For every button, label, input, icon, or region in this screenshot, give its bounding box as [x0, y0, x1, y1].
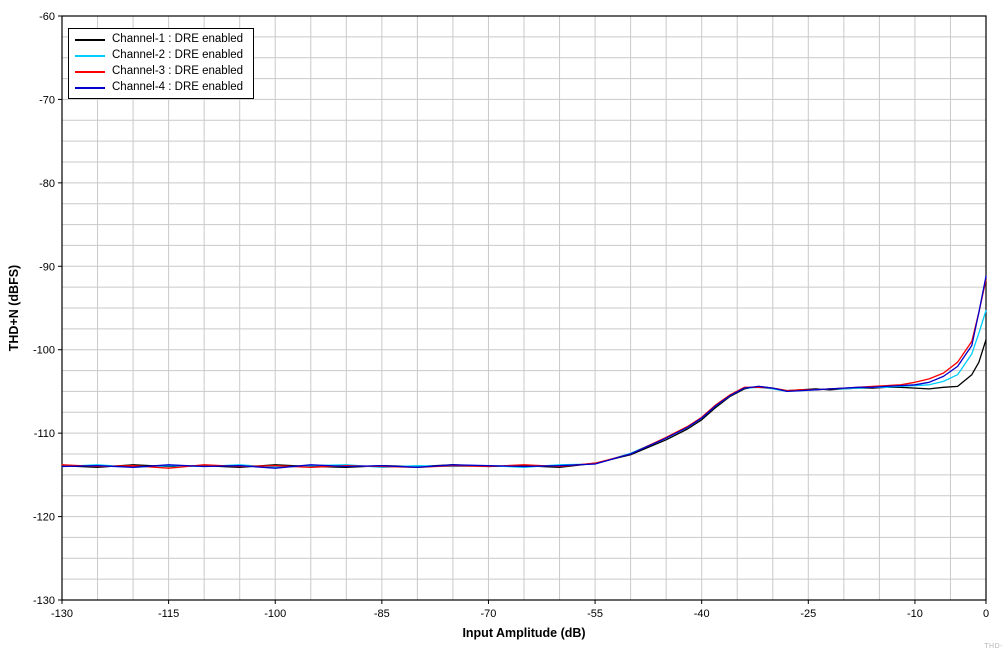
legend: Channel-1 : DRE enabled Channel-2 : DRE …: [68, 28, 255, 99]
legend-item: Channel-1 : DRE enabled: [75, 33, 243, 46]
y-tick-label: -90: [39, 261, 55, 273]
legend-label: Channel-3 : DRE enabled: [112, 65, 244, 77]
x-tick-label: -25: [800, 608, 816, 620]
y-tick-label: -100: [33, 345, 55, 357]
plot-border: [61, 15, 987, 601]
legend-line-swatch: [75, 86, 105, 89]
x-tick-label: -100: [264, 608, 286, 620]
y-axis-title: THD+N (dBFS): [7, 264, 21, 352]
y-tick-label: -110: [34, 428, 55, 440]
legend-label: Channel-1 : DRE enabled: [112, 33, 244, 45]
legend-line-swatch: [75, 38, 105, 41]
x-tick-label: 0: [983, 608, 989, 620]
watermark-text: THD-: [984, 643, 1003, 650]
y-tick-label: -130: [33, 595, 55, 607]
x-tick-label: -55: [587, 608, 603, 620]
legend-label: Channel-2 : DRE enabled: [112, 49, 244, 61]
series-line: [61, 275, 987, 469]
x-tick-label: -130: [51, 608, 73, 620]
x-tick-label: -115: [158, 608, 179, 620]
legend-item: Channel-3 : DRE enabled: [75, 65, 243, 78]
x-tick-label: -40: [694, 608, 710, 620]
x-axis-title: Input Amplitude (dB): [462, 626, 586, 640]
x-tick-label: -70: [481, 608, 497, 620]
y-tick-label: -80: [39, 178, 55, 190]
legend-item: Channel-4 : DRE enabled: [75, 81, 243, 94]
legend-line-swatch: [75, 70, 105, 73]
legend-line-swatch: [75, 54, 105, 57]
x-tick-label: -85: [374, 608, 390, 620]
series-line: [61, 278, 987, 469]
y-tick-label: -120: [33, 512, 55, 524]
x-tick-label: -10: [907, 608, 923, 620]
legend-label: Channel-4 : DRE enabled: [112, 81, 244, 93]
y-tick-label: -70: [39, 94, 55, 106]
y-tick-label: -60: [39, 11, 55, 23]
legend-item: Channel-2 : DRE enabled: [75, 49, 243, 62]
